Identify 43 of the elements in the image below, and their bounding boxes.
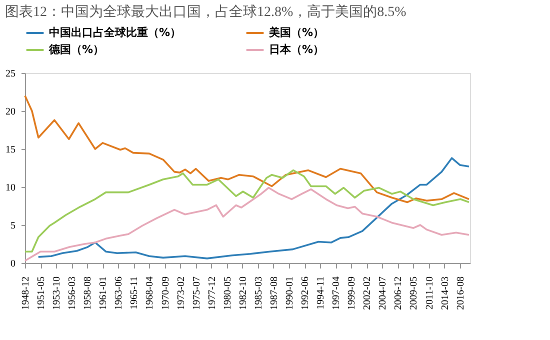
- x-tick-label: 1953-10: [52, 276, 63, 310]
- x-tick-label: 1961-01: [98, 276, 110, 310]
- y-tick-label: 5: [10, 220, 16, 232]
- x-tick-label: 1970-09: [160, 276, 172, 310]
- chart-title: 图表12：中国为全球最大出口国，占全球12.8%，高于美国的8.5%: [5, 4, 407, 20]
- x-tick-label: 2004-07: [378, 276, 389, 310]
- x-tick-label: 1997-04: [331, 276, 342, 310]
- x-tick-label: 1965-11: [129, 276, 140, 310]
- x-tick-label: 1977-12: [206, 276, 218, 310]
- x-tick-label: 1994-11: [316, 276, 327, 310]
- legend-label: 德国（%）: [48, 43, 104, 56]
- x-tick-label: 2006-12: [393, 276, 404, 310]
- x-tick-label: 1992-06: [300, 276, 312, 310]
- x-tick-label: 1987-08: [268, 276, 280, 310]
- x-tick-label: 1973-02: [176, 276, 187, 310]
- x-tick-label: 1980-05: [222, 276, 234, 310]
- y-tick-label: 0: [10, 258, 16, 270]
- legend-label: 中国出口占全球比重（%）: [49, 26, 182, 39]
- x-tick-label: 1975-07: [191, 276, 202, 310]
- x-tick-label: 2002-02: [362, 276, 374, 310]
- line-series: [24, 169, 470, 252]
- x-tick-label: 1958-08: [82, 276, 94, 310]
- line-series: [37, 157, 470, 260]
- y-tick-label: 25: [6, 68, 16, 80]
- x-tick-label: 1990-01: [284, 276, 296, 310]
- x-tick-label: 1985-03: [253, 276, 264, 310]
- x-tick-label: 1982-10: [238, 276, 249, 310]
- x-tick-label: 2016-08: [455, 276, 466, 310]
- x-tick-label: 1948-12: [20, 276, 32, 310]
- x-tick-label: 2014-03: [440, 276, 451, 310]
- line-series: [24, 94, 470, 204]
- y-tick-label: 20: [6, 106, 16, 118]
- legend-label: 美国（%）: [268, 26, 324, 39]
- legend-label: 日本（%）: [269, 43, 324, 56]
- x-tick-label: 2011-10: [424, 276, 436, 310]
- y-tick-label: 15: [6, 144, 16, 156]
- x-tick-label: 1999-09: [346, 276, 358, 310]
- x-tick-label: 1951-05: [36, 276, 47, 310]
- x-tick-label: 1963-06: [114, 276, 125, 310]
- y-tick-label: 10: [6, 182, 16, 194]
- x-tick-label: 1956-03: [67, 276, 78, 310]
- x-tick-label: 2009-05: [408, 276, 420, 310]
- x-tick-label: 1968-04: [144, 276, 156, 310]
